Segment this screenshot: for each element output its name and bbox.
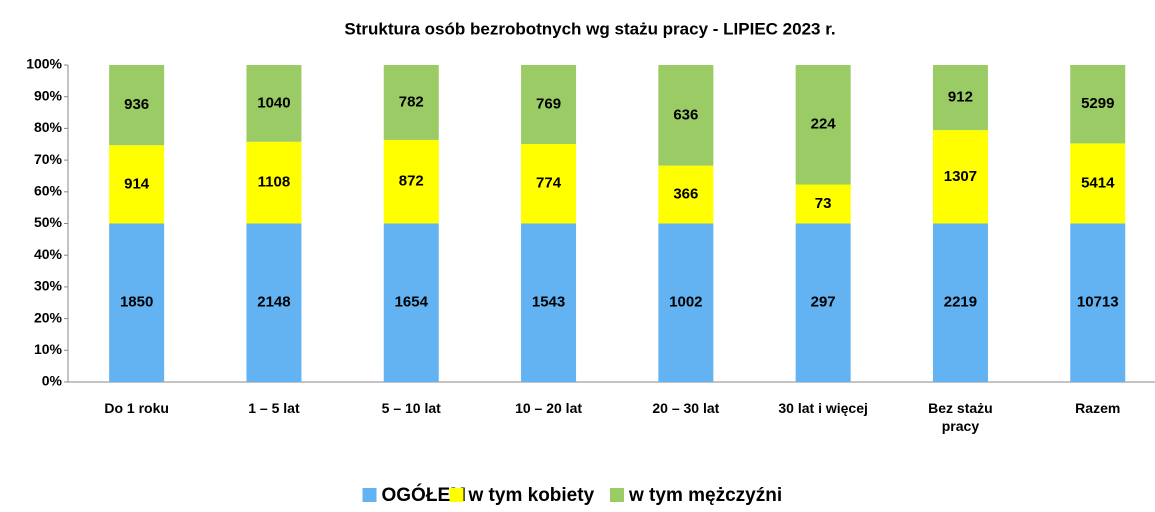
bar-segment <box>932 130 988 224</box>
data-label: 872 <box>399 173 424 190</box>
bar-segment <box>795 65 851 185</box>
data-label: 5299 <box>1081 95 1114 112</box>
y-tick-label: 40% <box>34 246 63 262</box>
bar-segment <box>521 65 577 144</box>
bar-segment <box>246 223 302 382</box>
x-tick-label: Do 1 roku <box>104 400 169 416</box>
data-label: 1002 <box>669 294 702 311</box>
data-label: 769 <box>536 95 561 112</box>
bar-segment <box>658 65 714 166</box>
y-tick-label: 20% <box>34 309 63 325</box>
y-tick-label: 10% <box>34 341 63 357</box>
data-label: 297 <box>811 294 836 311</box>
legend-label: w tym mężczyźni <box>628 485 782 506</box>
bar-segment <box>932 223 988 382</box>
x-tick-label: Bez stażu pracy <box>928 400 993 434</box>
data-label: 2219 <box>944 294 977 311</box>
bar-segment <box>658 165 714 224</box>
bar-segment <box>1070 143 1126 224</box>
data-label: 1040 <box>257 94 290 111</box>
data-label: 912 <box>948 89 973 106</box>
x-tick-label: Razem <box>1075 400 1121 416</box>
legend-swatch <box>449 488 464 502</box>
bar-segment <box>109 223 165 382</box>
data-label: 2148 <box>257 294 290 311</box>
data-label: 936 <box>124 96 149 113</box>
bar-segment <box>795 184 851 224</box>
y-tick-label: 30% <box>34 278 63 294</box>
data-label: 10713 <box>1077 294 1119 311</box>
bar-segment <box>109 65 165 146</box>
bar-segment <box>658 223 714 382</box>
data-label: 636 <box>673 106 698 123</box>
bar-segment <box>246 65 302 142</box>
bar-segment <box>795 223 851 382</box>
data-label: 1654 <box>395 294 429 311</box>
bar-segment <box>521 223 577 382</box>
data-label: 1307 <box>944 168 977 185</box>
bar-segment <box>383 65 439 140</box>
y-tick-label: 50% <box>34 214 63 230</box>
bar-segment <box>109 145 165 224</box>
bar-segment <box>1070 223 1126 382</box>
legend-label: w tym kobiety <box>468 485 595 506</box>
y-tick-label: 60% <box>34 183 63 199</box>
legend-swatch <box>610 488 624 502</box>
bar-segment <box>1070 65 1126 144</box>
bar-segment <box>246 141 302 224</box>
bar-segment <box>383 139 439 224</box>
legend-swatch <box>362 488 377 502</box>
bar-segment <box>932 65 988 131</box>
x-tick-label: 20 – 30 lat <box>652 400 720 416</box>
data-label: 782 <box>399 93 424 110</box>
data-label: 1543 <box>532 294 565 311</box>
data-label: 73 <box>815 195 832 212</box>
data-label: 1108 <box>258 174 291 191</box>
y-tick-label: 100% <box>26 56 62 72</box>
x-tick-label: 30 lat i więcej <box>778 400 868 416</box>
y-tick-label: 70% <box>34 151 63 167</box>
bar-segment <box>383 223 439 382</box>
bar-segment <box>521 143 577 224</box>
chart-title: Struktura osób bezrobotnych wg stażu pra… <box>344 19 835 38</box>
data-label: 224 <box>811 116 837 133</box>
x-tick-label: 10 – 20 lat <box>515 400 583 416</box>
data-label: 1850 <box>120 294 153 311</box>
y-tick-label: 0% <box>42 373 63 389</box>
data-label: 5414 <box>1081 174 1115 191</box>
data-label: 914 <box>124 175 150 192</box>
legend-label: OGÓŁEM <box>382 484 466 506</box>
x-tick-label: 5 – 10 lat <box>381 400 441 416</box>
data-label: 774 <box>536 175 562 192</box>
y-tick-label: 90% <box>34 87 63 103</box>
data-label: 366 <box>673 186 698 203</box>
x-tick-label: 1 – 5 lat <box>248 400 300 416</box>
y-tick-label: 80% <box>34 119 63 135</box>
